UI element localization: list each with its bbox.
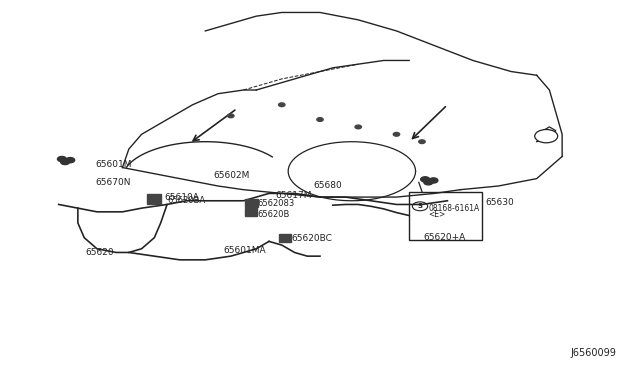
Text: 65601MA: 65601MA bbox=[223, 246, 266, 255]
Text: 65601M: 65601M bbox=[95, 160, 132, 169]
Circle shape bbox=[535, 129, 557, 143]
Circle shape bbox=[61, 160, 70, 164]
Circle shape bbox=[419, 140, 425, 144]
Circle shape bbox=[424, 180, 433, 185]
Bar bbox=[246, 208, 257, 216]
Text: 08168-6161A: 08168-6161A bbox=[428, 203, 479, 213]
Circle shape bbox=[317, 118, 323, 121]
Circle shape bbox=[58, 157, 67, 161]
Text: 65602M: 65602M bbox=[213, 171, 250, 180]
Bar bbox=[279, 234, 291, 242]
Circle shape bbox=[66, 158, 75, 163]
Text: 65630: 65630 bbox=[486, 198, 515, 207]
Text: 65620: 65620 bbox=[86, 248, 114, 257]
Text: 65680: 65680 bbox=[314, 181, 342, 190]
Bar bbox=[409, 192, 483, 240]
Text: 65617M: 65617M bbox=[275, 191, 312, 200]
Text: S: S bbox=[417, 203, 422, 209]
Text: 65610A: 65610A bbox=[164, 193, 199, 202]
Circle shape bbox=[420, 177, 429, 182]
Text: 65620+A: 65620+A bbox=[423, 233, 465, 242]
Circle shape bbox=[429, 178, 438, 183]
Circle shape bbox=[355, 125, 362, 129]
Bar bbox=[147, 194, 161, 204]
Circle shape bbox=[394, 132, 399, 136]
Text: 65620BC: 65620BC bbox=[291, 234, 332, 243]
Bar bbox=[245, 199, 257, 208]
Circle shape bbox=[278, 103, 285, 107]
Circle shape bbox=[228, 114, 234, 118]
Text: 65670N: 65670N bbox=[95, 178, 131, 187]
Text: J6560099: J6560099 bbox=[570, 348, 616, 358]
Text: 6562083: 6562083 bbox=[257, 199, 295, 208]
Text: <E>: <E> bbox=[428, 210, 445, 219]
Text: 65620BA: 65620BA bbox=[167, 196, 205, 205]
Text: 65620B: 65620B bbox=[257, 209, 290, 219]
